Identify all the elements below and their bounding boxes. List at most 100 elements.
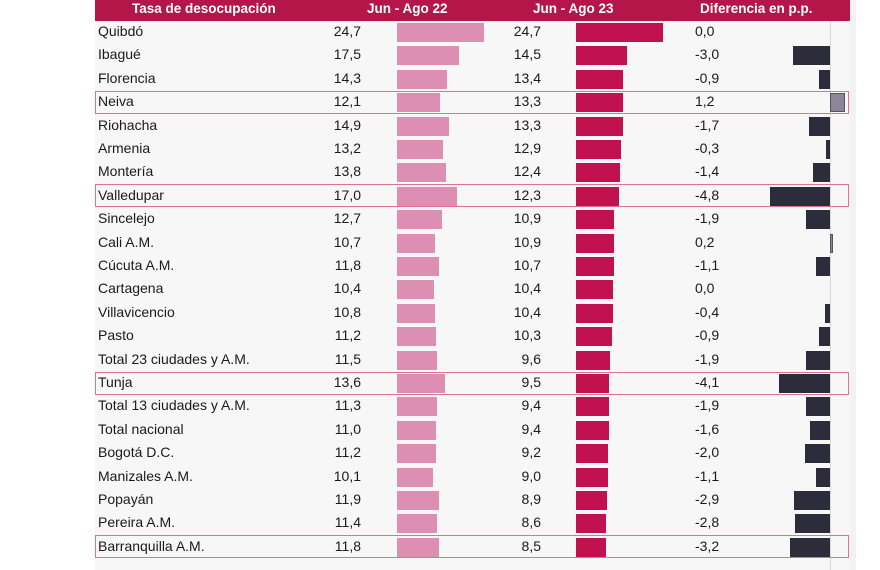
bar-2023 [576,397,610,417]
bar-2023 [576,257,614,276]
row-value-2023: 10,9 [513,233,541,250]
bar-diff [792,46,830,66]
table-row: Manizales A.M. 10,1 9,0 -1,1 [95,466,850,488]
row-value-diff: -1,1 [695,257,720,273]
row-value-2023: 24,7 [513,23,541,39]
bar-diff [812,163,830,183]
bar-diff [805,444,830,464]
row-value-2023: 9,4 [521,397,541,414]
bar-2023 [576,69,624,89]
bar-2022 [397,23,484,42]
row-value-diff: -0,9 [695,327,720,344]
bar-diff [790,537,830,557]
bar-2022 [397,93,440,113]
bar-diff [818,327,830,347]
row-value-2022: 17,5 [333,46,361,63]
row-value-2022: 10,4 [333,280,361,297]
table-row: Montería 13,8 12,4 -1,4 [95,161,850,183]
bar-2022 [397,257,439,276]
bar-diff [795,514,830,534]
row-value-2022: 11,2 [334,327,361,344]
table-row: Total 13 ciudades y A.M. 11,3 9,4 -1,9 [95,395,850,417]
row-value-2023: 13,3 [513,93,541,110]
row-city: Florencia [98,69,156,86]
bar-diff [830,233,833,253]
bar-2022 [397,116,450,136]
bar-diff [826,140,830,159]
row-city: Ibagué [98,46,141,63]
table-row: Sincelejo 12,7 10,9 -1,9 [95,208,850,230]
row-value-2022: 13,8 [333,163,361,180]
bar-2023 [576,93,623,113]
bar-diff [806,350,830,370]
row-value-diff: -2,0 [695,444,720,461]
row-value-2023: 10,9 [513,210,541,227]
bar-diff [806,397,830,417]
row-city: Neiva [98,93,134,110]
row-value-2023: 12,9 [513,140,541,156]
row-city: Total 13 ciudades y A.M. [98,397,250,414]
bar-2022 [397,514,438,534]
row-value-2023: 10,4 [513,303,541,320]
bar-2022 [397,186,457,206]
diff-zero-line [830,21,831,570]
row-value-diff: -1,6 [695,420,720,437]
row-value-2023: 8,5 [521,537,541,554]
row-value-diff: -1,9 [695,397,720,414]
row-value-diff: -2,8 [695,514,720,531]
bar-diff [808,116,830,136]
row-value-diff: -1,9 [695,210,720,227]
row-value-diff: -3,2 [695,537,720,554]
bar-2023 [576,46,628,66]
bar-2023 [576,23,663,42]
header-city: Tasa de desocupación [132,1,276,16]
row-value-2023: 12,3 [513,186,541,203]
bar-2022 [397,420,436,440]
row-value-diff: 0,2 [695,233,715,250]
row-value-diff: -2,9 [695,491,720,507]
table-row: Ibagué 17,5 14,5 -3,0 [95,44,850,66]
row-value-diff: -4,1 [695,374,720,390]
bar-2023 [576,327,613,347]
row-value-diff: -1,7 [695,116,720,133]
row-city: Montería [98,163,154,180]
row-value-2023: 10,3 [513,327,541,344]
table-row: Cartagena 10,4 10,4 0,0 [95,278,850,300]
table-row: Riohacha 14,9 13,3 -1,7 [95,115,850,137]
bar-2023 [576,280,613,300]
row-value-2022: 11,4 [334,514,361,531]
bar-2022 [397,163,446,183]
row-value-diff: 0,0 [695,280,715,297]
row-value-2022: 14,3 [333,69,361,86]
row-value-diff: -0,9 [695,69,720,86]
header-2022: Jun - Ago 22 [367,1,448,16]
row-value-2023: 8,6 [521,514,541,531]
row-value-2023: 10,7 [513,257,541,273]
row-value-2022: 11,8 [334,537,361,554]
bar-2022 [397,69,448,89]
bar-2023 [576,420,610,440]
bar-2022 [397,491,439,510]
bar-2023 [576,537,606,557]
row-value-2023: 14,5 [513,46,541,63]
row-value-2022: 10,7 [333,233,361,250]
header-2023: Jun - Ago 23 [533,1,614,16]
table-row: Tunja 13,6 9,5 -4,1 [95,372,850,394]
bar-2022 [397,444,437,464]
table-row: Armenia 13,2 12,9 -0,3 [95,138,850,160]
row-city: Pereira A.M. [98,514,176,531]
row-value-2022: 12,1 [333,93,361,110]
row-city: Cúcuta A.M. [98,257,175,273]
bar-diff [810,420,830,440]
bar-diff [793,491,830,510]
bar-diff [770,186,830,206]
bar-2023 [576,116,623,136]
bar-2023 [576,514,607,534]
row-city: Armenia [98,140,151,156]
row-value-2022: 10,1 [333,467,361,484]
row-value-2023: 13,3 [513,116,541,133]
row-value-2022: 10,8 [333,303,361,320]
bar-2022 [397,537,439,557]
row-value-2022: 11,3 [334,397,361,414]
row-value-diff: -4,8 [695,186,720,203]
